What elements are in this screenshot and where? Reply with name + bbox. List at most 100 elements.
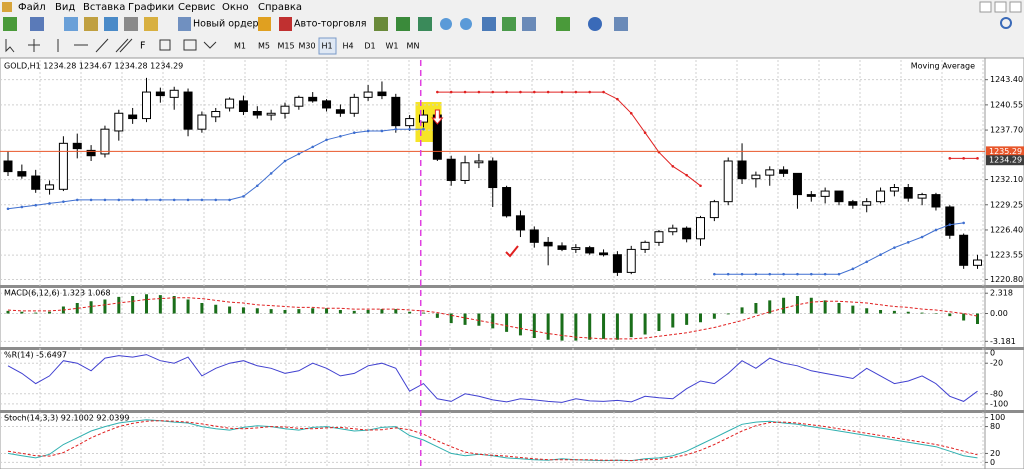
candle-body [31,175,41,190]
auto-trading-button[interactable]: Авто-торговля [294,19,366,30]
channel-tool[interactable] [115,38,133,53]
y-tick-label: 100 [990,413,1005,422]
histogram-bar [574,313,578,341]
overlay-point [297,152,301,156]
histogram-bar [712,313,716,319]
timeframe-button[interactable]: M15 [277,42,294,51]
candle-body [3,160,13,173]
menu-item[interactable]: Вид [55,2,75,13]
zoom-out-icon[interactable] [460,18,472,30]
toolbar-drawing: F M1 M5 M15 M30 H1 H4 D1 W1 MN [5,37,420,55]
overlay-point [62,200,65,203]
overlay-point [519,90,522,94]
search-icon[interactable] [1000,17,1012,29]
candle-body [820,190,830,197]
overlay-point [6,207,10,211]
menu-item[interactable]: Графики [128,2,174,13]
auto-trading-icon[interactable] [279,17,292,31]
candle-body [86,149,96,157]
overlay-point [283,159,287,163]
y-tick-label: 2.318 [990,289,1013,298]
menu-item[interactable]: Справка [258,2,302,13]
menu-item[interactable]: Окно [222,2,249,13]
histogram-bar [352,310,356,314]
overlay-point [754,272,758,276]
new-order-icon[interactable] [178,17,191,31]
tool-icon[interactable] [374,17,388,31]
histogram-bar [394,309,398,314]
timeframe-button[interactable]: MN [407,42,420,51]
overlay-point [491,90,495,94]
overlay-point [159,198,162,202]
overlay-point [796,272,799,276]
tool-icon[interactable] [614,17,628,31]
overlay-point [560,90,564,94]
overlay-point [214,198,218,202]
histogram-bar [325,308,329,314]
histogram-bar [89,301,93,314]
histogram-bar [920,312,924,314]
histogram-bar [283,310,287,314]
overlay-point [339,134,342,138]
menu-item[interactable]: Сервис [178,2,215,13]
timeframe-button[interactable]: W1 [386,42,399,51]
overlay-point [837,272,841,276]
candle-body [225,98,235,109]
arrows-tool[interactable] [203,41,217,49]
histogram-bar [685,313,689,325]
overlay-point [186,198,190,202]
y-tick-label: -20 [990,359,1003,368]
histogram-bar [255,308,259,314]
restore-button[interactable] [994,1,1007,13]
tool-icon[interactable] [104,17,118,31]
tool-icon[interactable] [396,17,410,31]
tool-icon[interactable] [258,17,271,31]
y-tick-label: 0 [990,458,995,467]
tool-icon[interactable] [84,17,98,31]
candle-body [377,91,387,97]
histogram-bar [615,313,619,340]
trendline-tool[interactable] [95,38,109,53]
histogram-bar [380,309,384,314]
crosshair-tool[interactable] [28,39,40,52]
timeframe-button[interactable]: H4 [342,42,353,51]
tool-icon[interactable] [556,17,570,31]
histogram-bar [934,313,938,314]
tool-icon[interactable] [144,17,158,31]
tool-icon[interactable] [30,17,44,31]
candle-body [419,114,428,123]
tool-icon[interactable] [418,17,432,31]
tool-icon[interactable] [124,17,138,31]
menu-item[interactable]: Вставка [83,2,125,13]
tool-icon[interactable] [64,17,78,31]
timeframe-button[interactable]: M1 [234,42,246,51]
label-tool[interactable] [183,39,197,51]
overlay-point [643,131,647,135]
overlay-point [48,202,51,205]
minimize-button[interactable] [979,1,992,13]
new-order-button[interactable]: Новый ордер [193,19,259,30]
overlay-point [89,198,93,202]
timeframe-button[interactable]: M30 [298,42,315,51]
timeframe-button[interactable]: H1 [321,42,332,51]
histogram-bar [103,299,107,314]
candle-body [515,215,525,231]
tool-icon[interactable] [482,17,496,31]
close-button[interactable] [1009,1,1022,13]
fibo-tool[interactable]: F [140,41,145,52]
text-tool[interactable] [159,39,171,51]
tool-icon[interactable] [3,17,17,31]
y-tick-label: 1243.40 [990,75,1023,84]
cursor-tool[interactable] [5,39,15,53]
overlay-point [948,223,952,226]
zoom-in-icon[interactable] [440,18,452,30]
clock-icon[interactable] [588,17,602,31]
tool-icon[interactable] [522,17,536,31]
overlay-point [823,272,827,276]
timeframe-button[interactable]: M5 [258,42,270,51]
timeframe-button[interactable]: D1 [364,42,375,51]
sell-arrow [431,109,444,125]
candle-body [238,100,248,113]
tool-icon[interactable] [502,17,516,31]
menu-item[interactable]: Файл [18,2,46,13]
